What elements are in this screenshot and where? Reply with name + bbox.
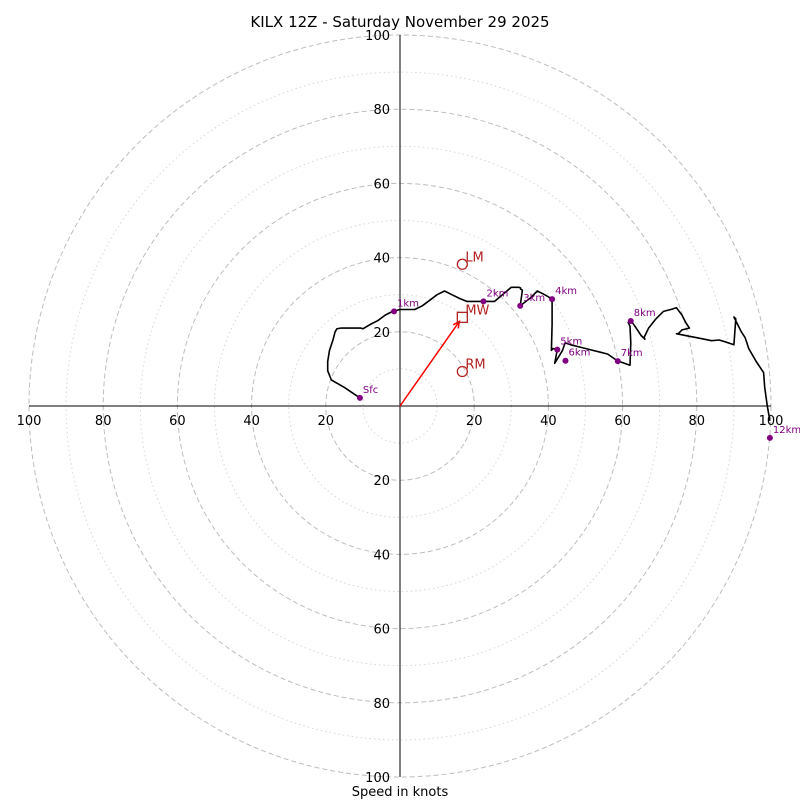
- height-label-7km: 7km: [621, 348, 643, 359]
- tick-labels: 20 20 20 20 40 40 40 40 60 60 60 60 80 80 80 80 100 100 10…: [17, 29, 784, 786]
- mean-wind-arrow: [399, 320, 460, 407]
- height-label-sfc: Sfc: [363, 385, 378, 396]
- y-tick-bottom-80: 80: [373, 697, 390, 712]
- height-marker-4km: [549, 296, 556, 303]
- y-tick-bottom-60: 60: [373, 623, 390, 638]
- chart-title: KILX 12Z - Saturday November 29 2025: [250, 13, 549, 31]
- y-tick-top-80: 80: [373, 103, 390, 118]
- height-marker-12km: [766, 434, 773, 441]
- height-label-8km: 8km: [634, 308, 656, 319]
- height-marker-5km: [554, 346, 561, 353]
- storm-motion-label-mw: MW: [465, 303, 489, 318]
- height-marker-2km: [480, 298, 487, 305]
- storm-motion-label-lm: LM: [465, 250, 483, 265]
- storm-motion-marker-rm: [456, 365, 468, 378]
- height-label-1km: 1km: [397, 298, 419, 309]
- storm-motion-markers: LM MW RM: [399, 250, 490, 407]
- height-marker-sfc: [356, 394, 363, 401]
- x-tick-right-20: 20: [466, 414, 483, 429]
- x-tick-left-40: 40: [243, 414, 260, 429]
- height-marker-7km: [614, 358, 621, 365]
- height-label-5km: 5km: [560, 337, 582, 348]
- x-tick-right-60: 60: [614, 414, 631, 429]
- x-tick-left-100: 100: [17, 414, 42, 429]
- y-tick-bottom-40: 40: [373, 548, 390, 563]
- y-tick-bottom-100: 100: [365, 771, 390, 786]
- storm-motion-label-rm: RM: [465, 357, 485, 372]
- y-tick-bottom-20: 20: [373, 474, 390, 489]
- height-marker-8km: [627, 318, 634, 325]
- height-label-12km: 12km: [773, 425, 800, 436]
- x-tick-right-40: 40: [540, 414, 557, 429]
- x-tick-left-60: 60: [169, 414, 186, 429]
- y-tick-top-40: 40: [373, 252, 390, 267]
- y-tick-top-100: 100: [365, 29, 390, 44]
- height-marker-6km: [562, 357, 569, 364]
- storm-motion-marker-lm: [456, 258, 468, 270]
- y-tick-top-20: 20: [373, 326, 390, 341]
- x-axis-label: Speed in knots: [352, 785, 449, 800]
- x-tick-right-80: 80: [689, 414, 706, 429]
- hodograph-trace: [326, 286, 771, 421]
- height-label-4km: 4km: [555, 286, 577, 297]
- hodograph-trace-layer: [326, 286, 771, 421]
- x-tick-left-20: 20: [318, 414, 335, 429]
- mean-wind-arrowhead: [452, 320, 461, 329]
- height-label-6km: 6km: [568, 348, 590, 359]
- height-label-2km: 2km: [486, 288, 508, 299]
- height-label-3km: 3km: [523, 293, 545, 304]
- height-marker-3km: [517, 302, 524, 309]
- x-tick-left-80: 80: [95, 414, 112, 429]
- storm-motion-marker-mw: [456, 311, 468, 323]
- y-tick-top-60: 60: [373, 177, 390, 192]
- x-tick-right-100: 100: [759, 414, 784, 429]
- height-marker-1km: [391, 308, 398, 315]
